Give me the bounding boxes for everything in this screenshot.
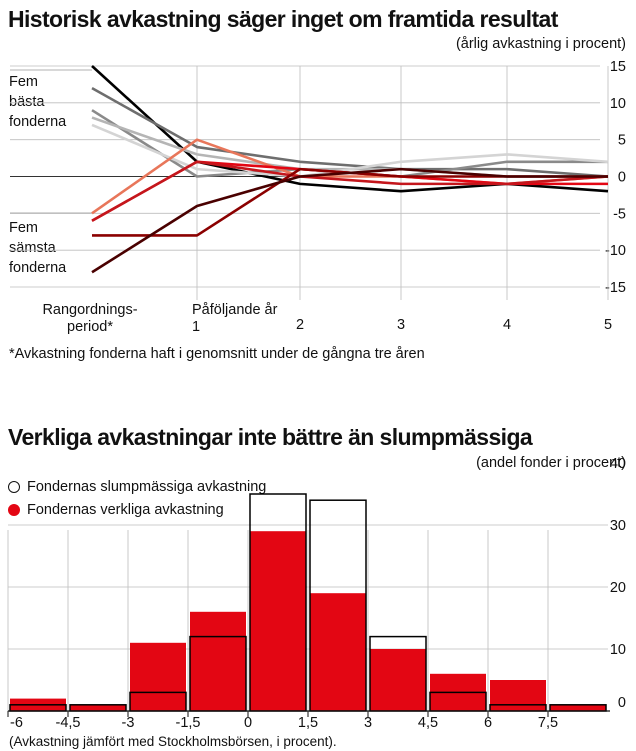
y-tick-label: -15 bbox=[605, 280, 626, 296]
x-tick-label: -1,5 bbox=[176, 715, 201, 731]
series-line bbox=[91, 167, 608, 274]
actual-bar bbox=[130, 642, 186, 711]
series-line bbox=[91, 160, 609, 222]
y-tick-label: 40 bbox=[610, 456, 626, 472]
chart-1-footnote: *Avkastning fonderna haft i genomsnitt u… bbox=[9, 346, 425, 362]
chart-1-y-axis-label: (årlig avkastning i procent) bbox=[455, 36, 626, 52]
y-tick-label: -10 bbox=[605, 243, 626, 259]
x-tick-label: -6 bbox=[10, 715, 23, 731]
actual-bar bbox=[550, 704, 606, 711]
series-line bbox=[91, 86, 609, 178]
x-tick-label: 1,5 bbox=[298, 715, 318, 731]
y-tick-label: 10 bbox=[610, 642, 626, 658]
actual-bar bbox=[490, 680, 546, 711]
line-chart: 15 10 5 0 -5 -10 -15 Rangordnings-period* Påfölj… bbox=[10, 59, 626, 335]
y-tick-label: 0 bbox=[618, 170, 626, 186]
actual-bar bbox=[190, 611, 246, 711]
x-tick-label: 6 bbox=[484, 715, 492, 731]
x-tick-label: 4,5 bbox=[418, 715, 438, 731]
chart-1-title: Historisk avkastning säger inget om fram… bbox=[8, 6, 558, 32]
chart-2-title: Verkliga avkastningar inte bättre än slu… bbox=[8, 424, 533, 450]
actual-bar bbox=[310, 593, 366, 711]
legend-random: Fondernas slumpmässiga avkastning bbox=[8, 479, 266, 495]
top-funds-label: Fem bästa fonderna bbox=[9, 74, 67, 130]
x-tick-label: 2 bbox=[296, 317, 304, 333]
y-tick-label: 5 bbox=[618, 133, 626, 149]
actual-bar bbox=[370, 649, 426, 711]
legend-random-label: Fondernas slumpmässiga avkastning bbox=[27, 479, 267, 495]
x-tick-label: 4 bbox=[503, 317, 511, 333]
y-tick-label: 0 bbox=[618, 695, 626, 711]
x-tick-label: 3 bbox=[397, 317, 405, 333]
chart-2-y-axis-label: (andel fonder i procent) bbox=[476, 455, 626, 471]
series-line bbox=[91, 123, 609, 178]
x-tick-label: -3 bbox=[122, 715, 135, 731]
y-tick-label: -5 bbox=[613, 206, 626, 222]
x-tick-label: Rangordnings-period* bbox=[42, 302, 137, 335]
x-tick-label: -4,5 bbox=[56, 715, 81, 731]
x-tick-label: 5 bbox=[604, 317, 612, 333]
legend-outline-marker bbox=[8, 481, 20, 493]
x-tick-label: Påföljande år 1 bbox=[192, 302, 278, 335]
actual-bar bbox=[70, 704, 126, 711]
y-tick-label: 20 bbox=[610, 580, 626, 596]
legend-actual: Fondernas verkliga avkastning bbox=[8, 502, 224, 518]
x-tick-label: 0 bbox=[244, 715, 252, 731]
chart-2-x-axis-label: (Avkastning jämfört med Stockholmsbörsen… bbox=[9, 734, 337, 749]
actual-bar bbox=[250, 531, 306, 711]
legend-filled-marker bbox=[8, 504, 20, 516]
x-tick-label: 3 bbox=[364, 715, 372, 731]
x-tick-label: 7,5 bbox=[538, 715, 558, 731]
bottom-funds-label: Fem sämsta fonderna bbox=[9, 220, 67, 276]
legend-actual-label: Fondernas verkliga avkastning bbox=[27, 502, 224, 518]
y-tick-label: 30 bbox=[610, 518, 626, 534]
y-tick-label: 15 bbox=[610, 59, 626, 75]
y-tick-label: 10 bbox=[610, 96, 626, 112]
